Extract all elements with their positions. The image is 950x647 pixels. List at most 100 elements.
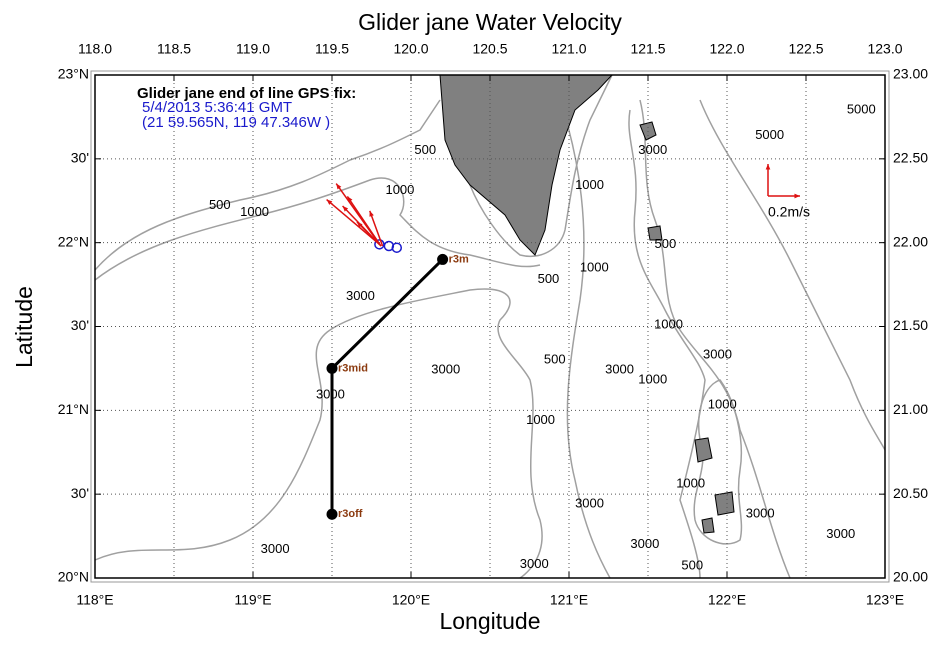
contour-label: 1000 — [575, 177, 604, 192]
contour-label: 3000 — [826, 526, 855, 541]
y-tick-label-right: 20.50 — [893, 485, 928, 501]
contour-label: 3000 — [638, 142, 667, 157]
x-tick-label-top: 119.5 — [315, 41, 349, 57]
x-tick-label-bottom: 120°E — [392, 592, 430, 608]
arrow-shaft — [369, 210, 384, 247]
glider-position — [383, 240, 395, 252]
glider-position — [391, 242, 403, 253]
x-tick-label-bottom: 122°E — [708, 592, 746, 608]
x-axis-label: Longitude — [439, 608, 540, 634]
arrow-head — [347, 196, 353, 203]
contour-label: 5000 — [755, 127, 784, 142]
x-tick-label-top: 121.5 — [630, 41, 665, 57]
waypoint — [437, 253, 449, 265]
y-tick-label-left: 22°N — [58, 233, 89, 249]
contour-label: 3000 — [316, 387, 345, 402]
scale-label: 0.2m/s — [768, 204, 810, 220]
y-tick-label-left: 30' — [71, 485, 89, 501]
arrow-head — [794, 193, 800, 199]
contour-label: 1000 — [638, 372, 667, 387]
glider-position — [374, 239, 385, 250]
contour-label: 3000 — [746, 506, 775, 521]
y-tick-label-right: 22.00 — [893, 233, 928, 249]
arrow-head — [765, 164, 771, 170]
x-tick-label-top: 122.0 — [709, 41, 744, 57]
arrow-head — [326, 199, 333, 205]
contour-label: 500 — [414, 142, 436, 157]
x-tick-label-bottom: 121°E — [550, 592, 588, 608]
y-tick-label-right: 22.50 — [893, 150, 928, 166]
x-tick-label-top: 118.5 — [157, 41, 191, 57]
y-tick-label-left: 30' — [71, 150, 89, 166]
annotation: Glider jane end of line GPS fix: — [137, 85, 356, 102]
waypoint — [326, 362, 338, 374]
contour-label: 1000 — [676, 476, 705, 491]
x-tick-label-top: 121.0 — [551, 41, 586, 57]
contour-label: 1000 — [708, 397, 737, 412]
arrow-head — [369, 210, 374, 217]
x-tick-label-top: 119.0 — [236, 41, 270, 57]
y-axis-label: Latitude — [11, 286, 37, 368]
contour-label: 500 — [538, 271, 560, 286]
x-tick-label-top: 118.0 — [78, 41, 112, 57]
contour-label: 1000 — [385, 182, 414, 197]
contour-line — [628, 109, 706, 579]
waypoint-label: r3m — [449, 253, 469, 265]
contour-label: 500 — [544, 351, 566, 366]
waypoint — [326, 508, 338, 520]
x-tick-label-top: 120.0 — [393, 41, 428, 57]
contour-label: 1000 — [654, 316, 683, 331]
contour-line — [94, 288, 543, 579]
velocity-vector — [326, 198, 380, 245]
x-tick-label-bottom: 123°E — [866, 592, 904, 608]
contour-line — [639, 99, 791, 579]
x-tick-label-top: 120.5 — [472, 41, 507, 57]
contour-line — [469, 74, 613, 257]
island — [694, 437, 713, 463]
x-tick-label-bottom: 119°E — [234, 592, 271, 608]
x-tick-label-top: 122.5 — [788, 41, 823, 57]
velocity-vector — [346, 195, 382, 247]
y-tick-label-right: 21.50 — [893, 317, 928, 333]
contours — [94, 74, 886, 579]
contour-label: 3000 — [431, 362, 460, 377]
annotation: 5/4/2013 5:36:41 GMT — [142, 99, 292, 116]
annotation: (21 59.565N, 119 47.346W ) — [142, 114, 330, 131]
x-tick-label-top: 123.0 — [867, 41, 902, 57]
waypoint-label: r3off — [338, 508, 363, 520]
y-tick-label-left: 21°N — [58, 401, 89, 417]
y-tick-label-right: 21.00 — [893, 401, 928, 417]
arrow-shaft — [326, 198, 380, 245]
arrow-head — [342, 206, 349, 212]
frame-outer — [90, 70, 890, 583]
island — [647, 225, 663, 241]
contour-label: 1000 — [526, 412, 555, 427]
arrow-shaft — [342, 205, 382, 247]
contour-line — [94, 177, 541, 281]
y-tick-label-left: 23°N — [58, 66, 89, 82]
contour-label: 3000 — [346, 288, 375, 303]
scale-vector-east — [768, 193, 800, 199]
y-tick-label-left: 20°N — [58, 569, 89, 585]
contour-line — [94, 99, 441, 271]
y-tick-label-right: 20.00 — [893, 569, 928, 585]
velocity-vector — [369, 210, 384, 247]
contour-label: 500 — [209, 197, 231, 212]
island — [714, 491, 735, 516]
contour-line — [559, 99, 611, 579]
island — [701, 517, 715, 534]
waypoint-label: r3mid — [338, 362, 368, 374]
title: Glider jane Water Velocity — [358, 9, 622, 35]
contour-label: 3000 — [630, 536, 659, 551]
contour-label: 3000 — [261, 541, 290, 556]
contour-label: 500 — [681, 558, 703, 573]
y-tick-label-left: 30' — [71, 317, 89, 333]
contour-line — [699, 99, 886, 451]
arrow-shaft — [346, 195, 382, 247]
contour-label: 3000 — [520, 556, 549, 571]
contour-label: 1000 — [580, 259, 609, 274]
arrow-head — [336, 183, 342, 190]
contour-label: 5000 — [847, 102, 876, 117]
contour-label: 1000 — [240, 204, 269, 219]
